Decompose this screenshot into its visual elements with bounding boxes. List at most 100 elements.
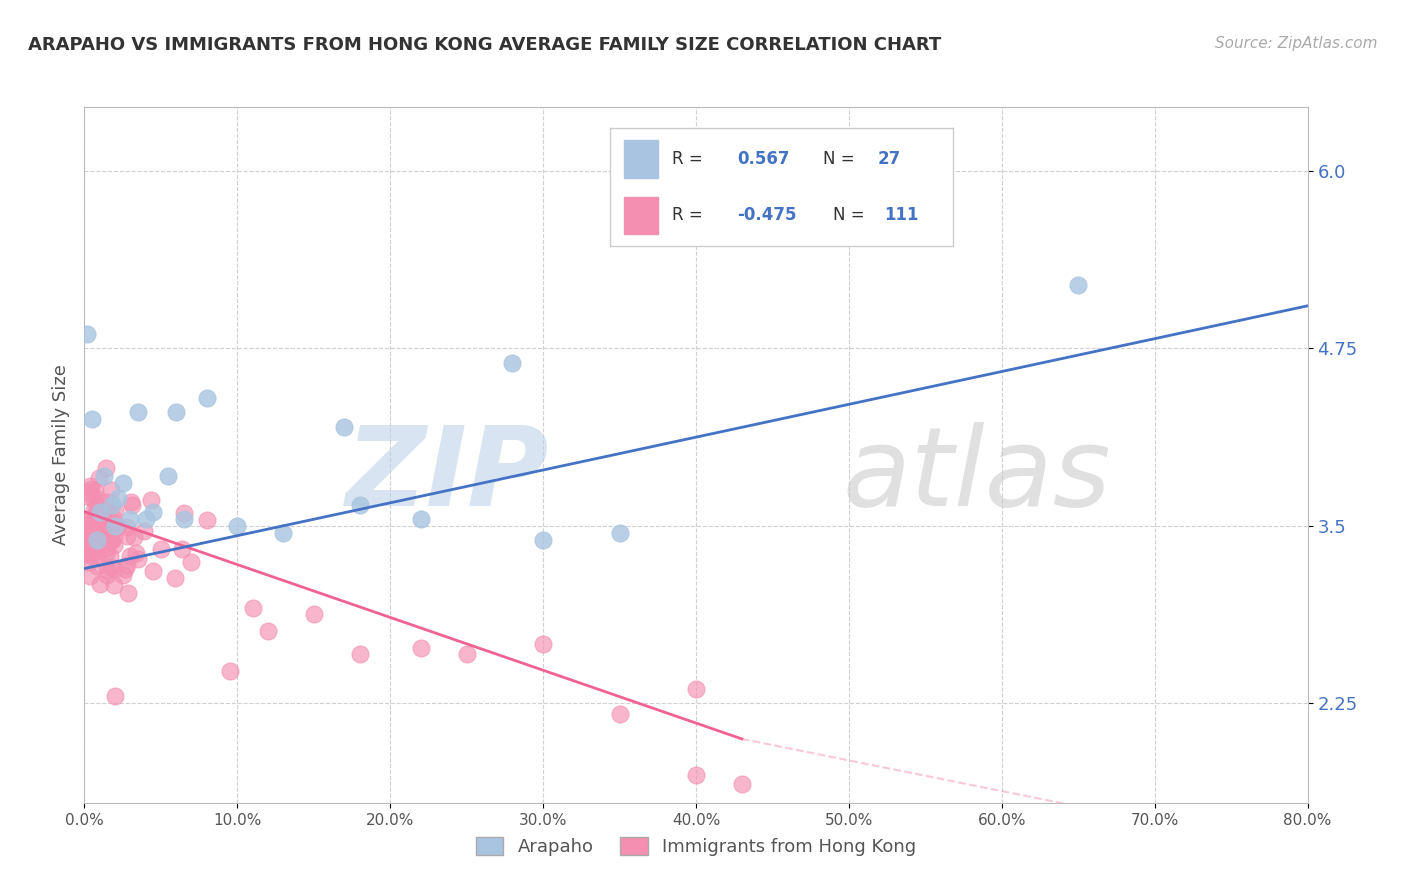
- Point: [86, 537, 108, 551]
- Point: [142, 505, 165, 519]
- Point: [104, 690, 127, 704]
- Point: [731, 777, 754, 791]
- Point: [107, 491, 129, 505]
- Legend: Arapaho, Immigrants from Hong Kong: Arapaho, Immigrants from Hong Kong: [468, 830, 924, 863]
- Point: [93, 469, 115, 483]
- Point: [94, 522, 117, 536]
- Point: [139, 493, 162, 508]
- Point: [77, 485, 100, 500]
- Point: [86, 542, 108, 557]
- Text: Source: ZipAtlas.com: Source: ZipAtlas.com: [1215, 36, 1378, 51]
- Point: [271, 526, 294, 541]
- Point: [103, 578, 125, 592]
- Point: [80, 482, 103, 496]
- Point: [90, 535, 112, 549]
- Point: [170, 542, 193, 557]
- Point: [103, 531, 125, 545]
- Point: [111, 567, 134, 582]
- Point: [76, 327, 98, 342]
- Point: [163, 571, 186, 585]
- Point: [76, 513, 98, 527]
- Point: [409, 641, 432, 656]
- Point: [132, 524, 155, 538]
- Point: [121, 498, 143, 512]
- Point: [86, 491, 108, 506]
- Point: [120, 512, 142, 526]
- Point: [82, 522, 104, 536]
- Point: [157, 469, 180, 483]
- Point: [242, 600, 264, 615]
- Point: [83, 503, 105, 517]
- Point: [101, 515, 124, 529]
- Point: [82, 521, 104, 535]
- Point: [115, 520, 138, 534]
- Point: [100, 533, 122, 547]
- Point: [104, 504, 127, 518]
- Point: [127, 551, 149, 566]
- Point: [75, 545, 97, 559]
- Point: [502, 356, 524, 370]
- Point: [117, 585, 139, 599]
- Point: [82, 519, 104, 533]
- Point: [685, 682, 707, 697]
- Point: [86, 533, 108, 548]
- Point: [104, 519, 127, 533]
- Point: [142, 564, 165, 578]
- Point: [77, 533, 100, 548]
- Point: [84, 530, 107, 544]
- Point: [91, 511, 114, 525]
- Point: [82, 520, 104, 534]
- Point: [76, 534, 98, 549]
- Point: [685, 768, 707, 782]
- Point: [100, 497, 122, 511]
- Point: [349, 648, 371, 662]
- Point: [91, 505, 114, 519]
- Point: [75, 547, 97, 561]
- Point: [89, 504, 111, 518]
- Point: [96, 568, 118, 582]
- Point: [77, 556, 100, 570]
- Point: [82, 515, 104, 529]
- Point: [77, 549, 100, 563]
- Point: [79, 478, 101, 492]
- Point: [89, 512, 111, 526]
- Point: [257, 624, 280, 639]
- Point: [218, 664, 240, 678]
- Point: [103, 562, 125, 576]
- Point: [82, 514, 104, 528]
- Point: [120, 549, 142, 563]
- Point: [96, 511, 118, 525]
- Point: [75, 489, 97, 503]
- Point: [456, 647, 478, 661]
- Point: [195, 391, 218, 405]
- Point: [83, 483, 105, 498]
- Point: [83, 493, 105, 508]
- Point: [107, 519, 129, 533]
- Point: [89, 505, 111, 519]
- Point: [914, 206, 936, 220]
- Point: [86, 551, 108, 566]
- Point: [135, 512, 157, 526]
- Point: [125, 546, 148, 560]
- Point: [127, 405, 149, 419]
- Point: [1067, 277, 1090, 292]
- Point: [82, 511, 104, 525]
- Point: [90, 516, 112, 530]
- Point: [80, 540, 103, 554]
- Point: [79, 527, 101, 541]
- Point: [76, 531, 98, 545]
- Point: [90, 534, 112, 549]
- Point: [80, 412, 103, 426]
- Point: [115, 558, 138, 572]
- Point: [80, 528, 103, 542]
- Point: [75, 524, 97, 539]
- Point: [93, 523, 115, 537]
- Point: [91, 517, 114, 532]
- Point: [96, 495, 118, 509]
- Point: [100, 483, 122, 497]
- Point: [302, 607, 325, 621]
- Point: [76, 545, 98, 559]
- Point: [96, 563, 118, 577]
- Point: [173, 506, 195, 520]
- Point: [93, 523, 115, 537]
